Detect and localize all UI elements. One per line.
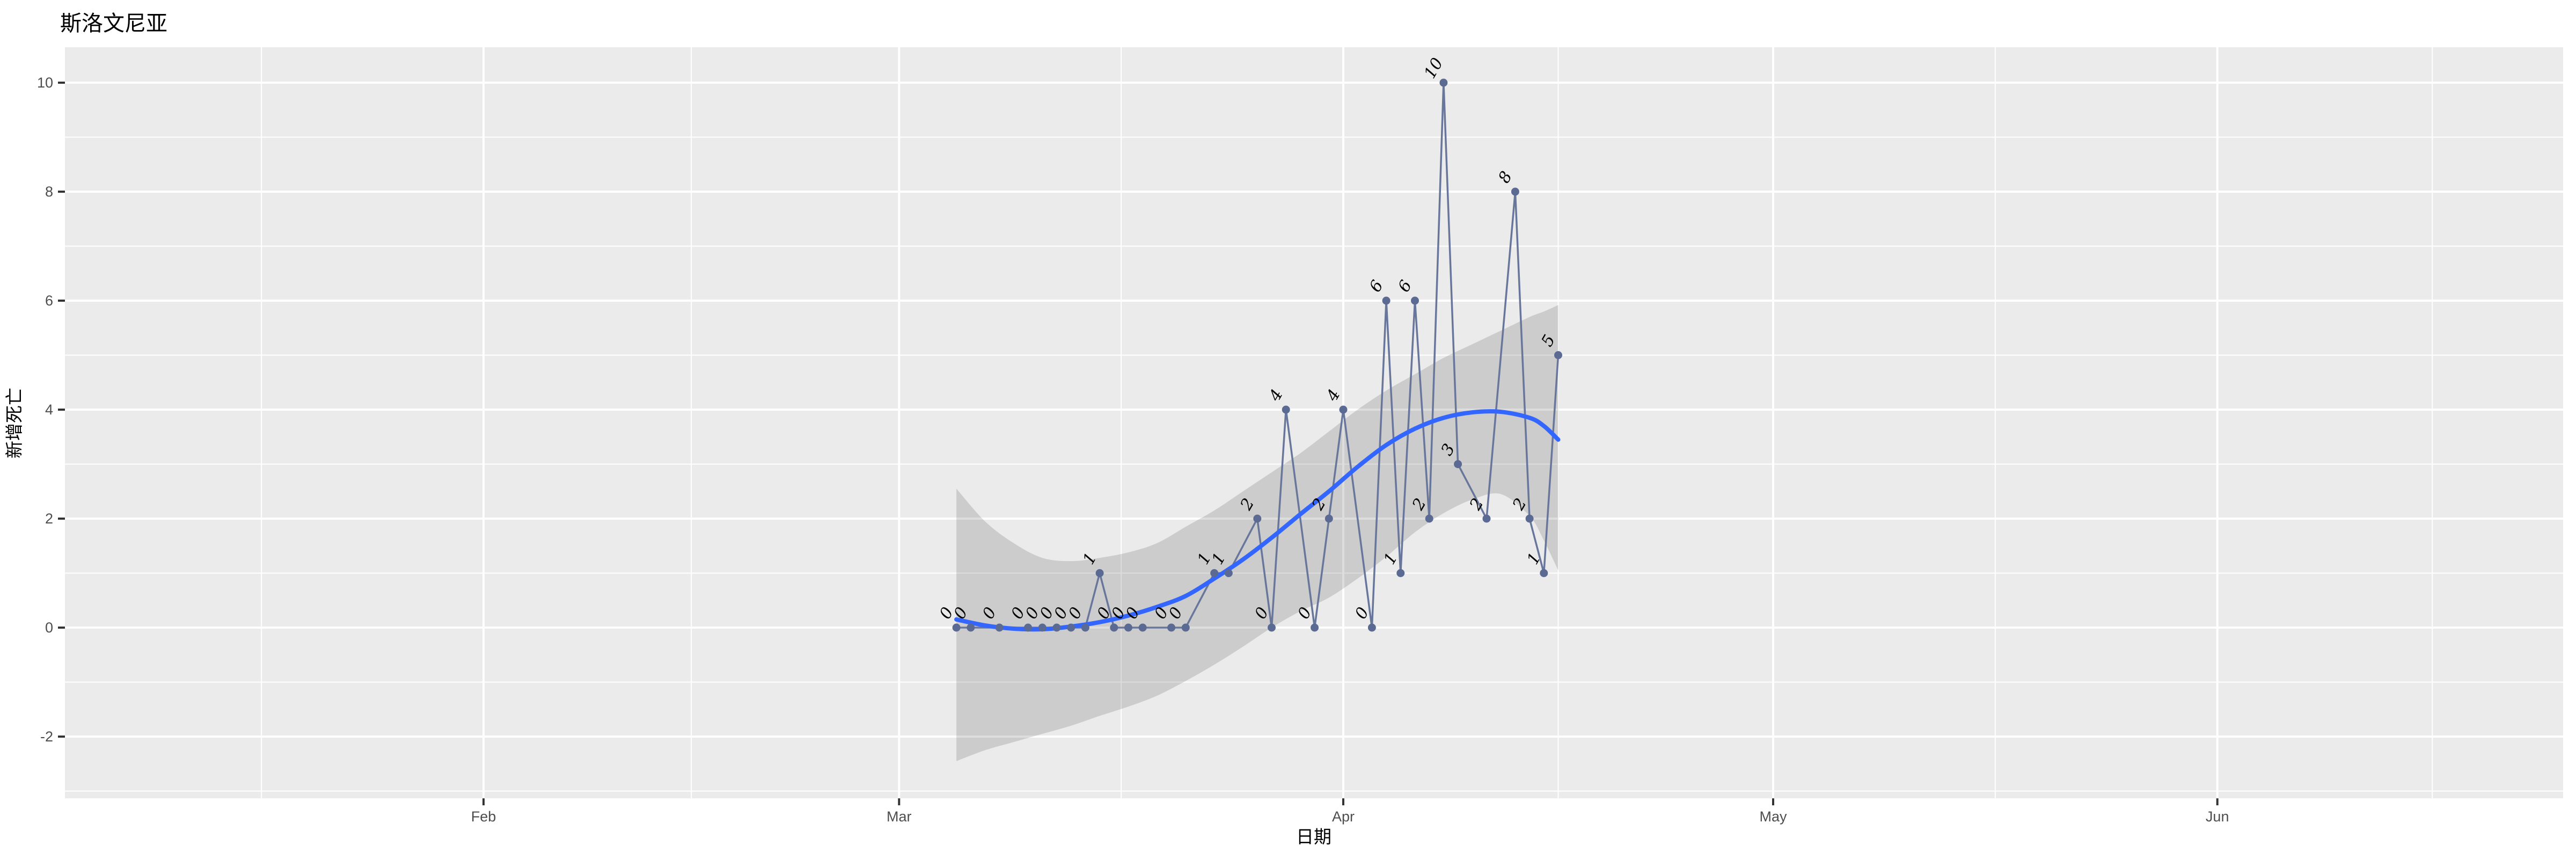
y-axis-tick-label: 8	[45, 184, 53, 200]
x-axis-tick-label: May	[1759, 809, 1787, 825]
data-point	[1268, 623, 1276, 632]
data-point	[1181, 623, 1190, 632]
y-axis-tick-label: 10	[37, 75, 53, 91]
chart-title: 斯洛文尼亚	[60, 12, 167, 35]
smooth-line	[954, 409, 1561, 632]
smooth-trend-path	[954, 409, 1561, 632]
data-point	[1324, 514, 1333, 523]
data-points	[952, 78, 1562, 632]
y-axis-tick-label: 6	[45, 293, 53, 309]
y-axis-title: 新增死亡	[4, 388, 24, 458]
data-point	[1224, 569, 1233, 577]
data-point	[1138, 623, 1147, 632]
panel-background	[65, 47, 2563, 798]
data-point	[1511, 187, 1519, 196]
x-axis-tick-label: Apr	[1332, 809, 1355, 825]
data-point	[1067, 623, 1075, 632]
data-point	[1081, 623, 1089, 632]
x-axis-title: 日期	[1296, 827, 1331, 847]
y-axis-tick-labels: -2 0 2 4 6 8 10	[37, 75, 53, 745]
gridlines-minor	[65, 47, 2563, 798]
data-point	[1382, 296, 1391, 305]
x-axis-tick-label: Jun	[2206, 809, 2229, 825]
data-point	[1095, 569, 1104, 577]
axis-tick-marks	[58, 82, 2219, 805]
data-point	[967, 623, 975, 632]
data-point	[1425, 514, 1433, 523]
x-axis-tick-label: Mar	[887, 809, 912, 825]
x-axis-tick-labels: Feb Mar Apr May Jun	[471, 809, 2229, 825]
y-axis-tick-label: 2	[45, 511, 53, 527]
data-point	[1482, 514, 1491, 523]
data-point	[1024, 623, 1033, 632]
x-axis-tick-label: Feb	[471, 809, 496, 825]
data-point	[1396, 569, 1405, 577]
data-point	[1038, 623, 1046, 632]
data-point	[1540, 569, 1548, 577]
data-point	[1554, 351, 1562, 359]
y-axis-tick-label: -2	[40, 729, 53, 745]
data-point	[1124, 623, 1132, 632]
data-point	[1411, 296, 1419, 305]
y-axis-tick-label: 0	[45, 620, 53, 636]
data-point	[1525, 514, 1534, 523]
data-point	[1167, 623, 1176, 632]
y-axis-tick-label: 4	[45, 402, 53, 418]
data-point	[1454, 460, 1462, 468]
data-point	[995, 623, 1004, 632]
data-point	[1367, 623, 1376, 632]
data-point	[1439, 78, 1448, 87]
data-point	[1052, 623, 1061, 632]
data-point	[1311, 623, 1319, 632]
data-point	[1339, 405, 1348, 414]
data-point	[1253, 514, 1262, 523]
data-point	[1110, 623, 1118, 632]
data-point	[1282, 405, 1290, 414]
data-point	[952, 623, 961, 632]
data-point	[1210, 569, 1219, 577]
